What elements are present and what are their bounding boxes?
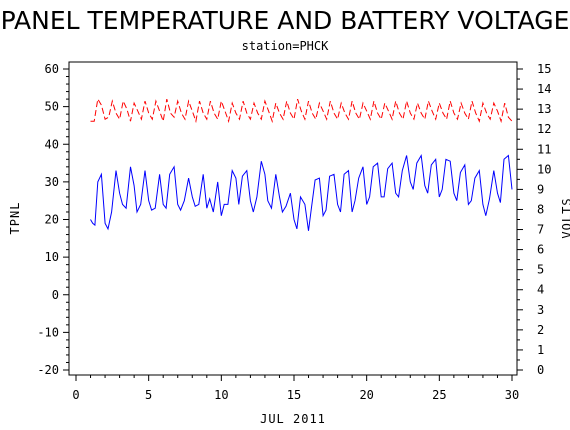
left-axis-label: TPNL bbox=[8, 202, 22, 235]
right-tick-label: 5 bbox=[537, 263, 544, 277]
left-tick-label: 40 bbox=[45, 137, 59, 151]
plot-frame bbox=[68, 61, 518, 376]
right-tick-label: 12 bbox=[537, 122, 551, 136]
right-tick-label: 13 bbox=[537, 102, 551, 116]
chart-subtitle: station=PHCK bbox=[242, 39, 329, 53]
right-tick-label: 3 bbox=[537, 303, 544, 317]
x-tick-label: 30 bbox=[505, 388, 519, 402]
right-tick-label: 8 bbox=[537, 202, 544, 216]
panel-temperature-line bbox=[90, 153, 513, 231]
left-tick-label: 0 bbox=[52, 288, 59, 302]
right-tick-label: 2 bbox=[537, 323, 544, 337]
x-tick-label: 20 bbox=[359, 388, 373, 402]
right-tick-label: 10 bbox=[537, 162, 551, 176]
x-axis: 0 5 10 15 20 25 30 bbox=[72, 375, 519, 402]
battery-voltage-line bbox=[90, 97, 513, 124]
left-tick-label: -10 bbox=[37, 325, 59, 339]
right-tick-label: 9 bbox=[537, 182, 544, 196]
left-tick-label: 60 bbox=[45, 62, 59, 76]
left-tick-label: -20 bbox=[37, 363, 59, 377]
right-tick-label: 7 bbox=[537, 223, 544, 237]
chart-title: PANEL TEMPERATURE AND BATTERY VOLTAGE bbox=[1, 6, 570, 35]
series-layer bbox=[90, 97, 513, 231]
left-tick-label: 50 bbox=[45, 100, 59, 114]
left-tick-label: 30 bbox=[45, 175, 59, 189]
right-tick-label: 15 bbox=[537, 62, 551, 76]
right-axis-label: VOLTS bbox=[560, 197, 570, 238]
right-tick-label: 14 bbox=[537, 82, 551, 96]
x-tick-label: 0 bbox=[72, 388, 79, 402]
right-tick-label: 11 bbox=[537, 142, 551, 156]
left-tick-label: 10 bbox=[45, 250, 59, 264]
x-tick-label: 15 bbox=[287, 388, 301, 402]
right-tick-label: 4 bbox=[537, 283, 544, 297]
x-tick-label: 5 bbox=[145, 388, 152, 402]
left-axis: -20 -10 0 10 20 30 40 50 60 bbox=[37, 62, 69, 377]
left-tick-label: 20 bbox=[45, 213, 59, 227]
x-tick-label: 10 bbox=[214, 388, 228, 402]
x-tick-label: 25 bbox=[432, 388, 446, 402]
x-axis-label: JUL 2011 bbox=[260, 412, 326, 426]
right-tick-label: 1 bbox=[537, 343, 544, 357]
right-tick-label: 6 bbox=[537, 243, 544, 257]
right-tick-label: 0 bbox=[537, 363, 544, 377]
